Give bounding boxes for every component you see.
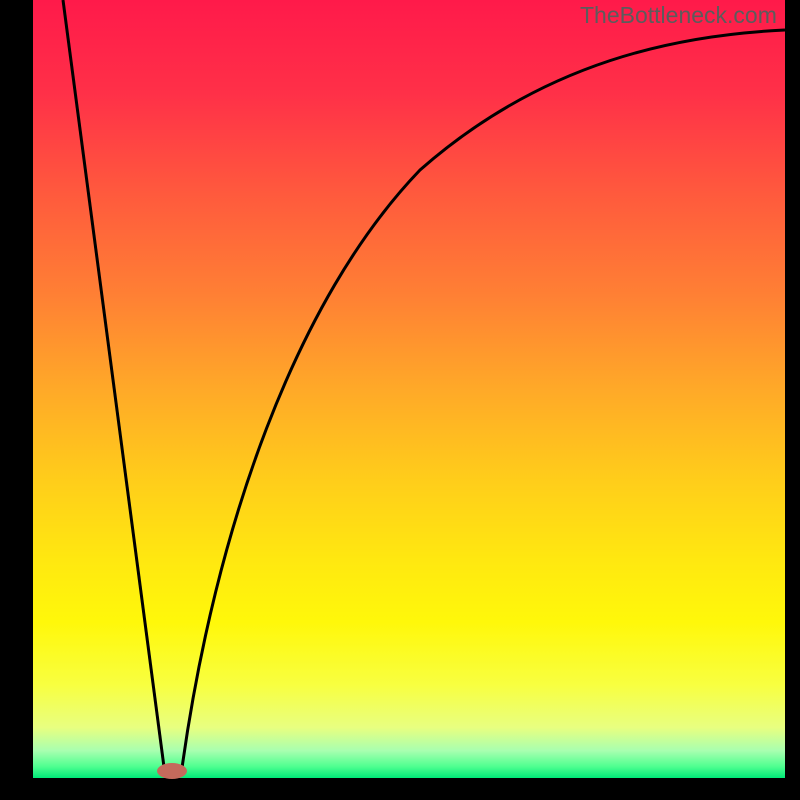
watermark-text: TheBottleneck.com <box>580 2 777 29</box>
chart-container: TheBottleneck.com <box>0 0 800 800</box>
curve-right-branch <box>182 30 785 768</box>
curve-overlay <box>0 0 800 800</box>
minimum-marker <box>157 763 187 779</box>
curve-left-branch <box>63 0 164 767</box>
